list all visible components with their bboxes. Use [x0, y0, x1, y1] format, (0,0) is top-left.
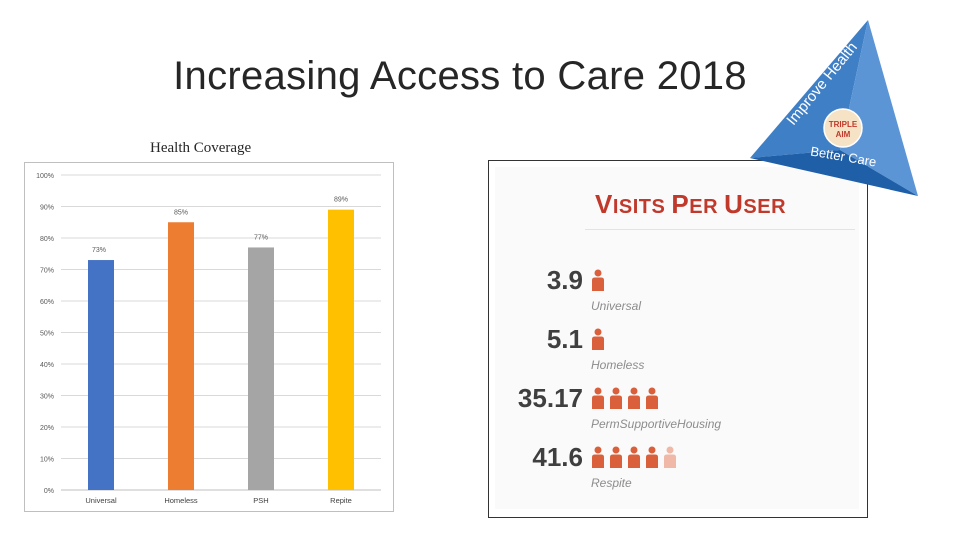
- triple-aim-line2: AIM: [836, 130, 851, 139]
- y-tick-label: 10%: [40, 457, 54, 464]
- person-icon: [592, 387, 604, 409]
- y-tick-label: 60%: [40, 299, 54, 306]
- data-label: 89%: [334, 197, 348, 204]
- title-rest-ser: SER: [743, 196, 787, 218]
- chart-title: Health Coverage: [150, 140, 252, 156]
- x-tick-label: Universal: [85, 496, 117, 505]
- x-tick-label: Repite: [330, 496, 352, 505]
- triangle-right-face: [840, 20, 918, 196]
- y-tick-label: 20%: [40, 425, 54, 432]
- person-icon: [646, 446, 658, 468]
- visits-inner: VISITS PER USER 3.9 Universal 5.1 Homele…: [495, 167, 859, 509]
- person-icons: [592, 446, 676, 468]
- visits-row: 41.6 Respite: [495, 442, 859, 500]
- visits-value: 35.17: [517, 383, 583, 413]
- data-label: 73%: [92, 247, 106, 254]
- bar: [88, 260, 114, 490]
- title-initial-p: P: [671, 189, 690, 219]
- y-tick-label: 50%: [40, 331, 54, 338]
- y-tick-label: 100%: [36, 173, 54, 180]
- visits-per-user-panel: VISITS PER USER 3.9 Universal 5.1 Homele…: [488, 160, 868, 518]
- person-icon: [610, 446, 622, 468]
- bar: [168, 222, 194, 490]
- visits-value: 5.1: [546, 324, 583, 354]
- slide-title: Increasing Access to Care 2018: [173, 54, 747, 98]
- visits-value: 41.6: [532, 442, 583, 472]
- visits-title: VISITS PER USER: [595, 189, 786, 220]
- triple-aim-triangle: Improve Health Lower Costs Better Care T…: [750, 20, 918, 196]
- title-initial-u: U: [724, 189, 744, 219]
- visits-label: Homeless: [591, 358, 645, 372]
- data-label: 85%: [174, 209, 188, 216]
- triangle-bottom-face: [750, 150, 918, 196]
- visits-label: Universal: [591, 299, 642, 313]
- visits-label: PermSupportiveHousing: [591, 417, 722, 431]
- person-icon: [592, 446, 604, 468]
- person-icon: [610, 387, 622, 409]
- triple-aim-badge: [823, 108, 863, 148]
- visits-row: 5.1 Homeless: [495, 324, 859, 382]
- visits-row: 35.17 PermSupportiveHousing: [495, 383, 859, 441]
- health-coverage-chart: 0% 10% 20% 30% 40% 50% 60% 70% 80% 90% 100% 73% Univ…: [24, 162, 394, 512]
- title-initial-v: V: [595, 189, 613, 219]
- x-tick-label: PSH: [253, 496, 268, 505]
- triple-aim-line1: TRIPLE: [829, 120, 858, 129]
- visits-label: Respite: [591, 476, 632, 490]
- title-rest-isits: ISITS: [612, 196, 666, 218]
- y-tick-label: 30%: [40, 394, 54, 401]
- y-tick-label: 40%: [40, 362, 54, 369]
- data-label: 77%: [254, 234, 268, 241]
- title-rest-er: ER: [689, 196, 719, 218]
- bar: [248, 247, 274, 490]
- y-tick-label: 90%: [40, 205, 54, 212]
- person-icon: [628, 387, 640, 409]
- visits-row: 3.9 Universal: [495, 265, 859, 323]
- person-icon: [664, 446, 676, 468]
- y-tick-label: 0%: [44, 488, 54, 495]
- person-icon: [592, 269, 604, 291]
- visits-value: 3.9: [546, 265, 583, 295]
- bar: [328, 209, 354, 490]
- y-tick-label: 70%: [40, 268, 54, 275]
- x-tick-label: Homeless: [164, 496, 198, 505]
- y-tick-label: 80%: [40, 236, 54, 243]
- person-icon: [592, 328, 604, 350]
- person-icon: [646, 387, 658, 409]
- person-icon: [628, 446, 640, 468]
- visits-divider: [585, 229, 855, 230]
- person-icons: [592, 387, 658, 409]
- person-icons: [592, 269, 604, 291]
- chart-svg: 0% 10% 20% 30% 40% 50% 60% 70% 80% 90% 100% 73% Univ…: [36, 173, 381, 505]
- person-icons: [592, 328, 604, 350]
